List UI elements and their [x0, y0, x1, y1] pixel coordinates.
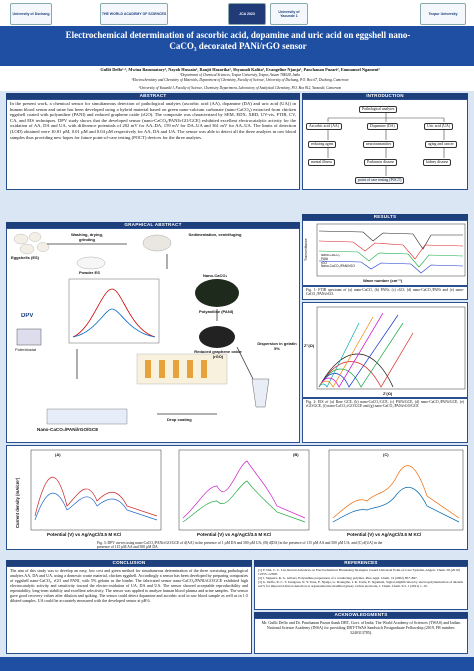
logo-strip: University of Dschang THE WORLD ACADEMY … — [0, 0, 474, 26]
axis-label: Current density (mA/cm²) — [15, 477, 20, 528]
diagram-node: Dopamine (DA) — [367, 123, 398, 130]
logo: University of Yaounde 1 — [270, 3, 308, 25]
label: Eggshells (ES) — [11, 255, 40, 260]
dpv-plots — [30, 449, 464, 531]
figure-2: Z''(Ω) Z'(Ω) — [302, 302, 468, 398]
author-block: Gullit Deffo¹·², Mwina Basumatary², Naya… — [0, 66, 474, 91]
section-heading: INTRODUCTION — [302, 93, 468, 99]
label: Dispersion in gelatin 5% — [257, 341, 297, 351]
diagram-arrows — [327, 112, 445, 176]
section-heading: ABSTRACT — [6, 93, 300, 99]
affiliation: ¹Department of Chemical Sciences, Tezpur… — [179, 73, 301, 77]
legend: Nano-CaCO₃ PANI rGO Nano-CaCO₃/PANI/rGO — [321, 254, 355, 269]
axis-label: Potential (V) vs Ag/AgCl/3.5 M KCl — [47, 532, 122, 537]
label: Nano-CaCO₃ — [203, 273, 228, 278]
logo: University of Dschang — [10, 3, 52, 25]
panel-label: (C) — [383, 452, 389, 457]
figure-1: Transmittance Wave number (cm⁻¹) Nano-Ca… — [302, 220, 468, 286]
label: Powder ES — [79, 270, 100, 275]
figure-caption: Fig. 1: FTIR spectrum of (a) nano-CaCO₃ … — [302, 286, 468, 300]
legend-entry: rGO — [321, 260, 328, 265]
diagram-node: Uric acid (UA) — [424, 123, 453, 130]
figure-3: (A) (B) (C) Current density (mA/cm²) Pot… — [6, 445, 468, 550]
diagram-node: Pathological analytes — [359, 106, 398, 113]
panel-label: (A) — [55, 452, 61, 457]
legend-entry: PANI — [321, 256, 329, 261]
diagram-node: neurotransmitter — [363, 141, 395, 148]
poster-title: Electrochemical determination of ascorbi… — [65, 30, 411, 51]
logo: Tezpur University — [420, 3, 466, 25]
diagram-node: Ascorbic acid (AA) — [306, 123, 342, 130]
label: Potentiostat — [15, 347, 37, 352]
diagram-node: reducing agent — [308, 141, 337, 148]
axis-label: Z'(Ω) — [383, 391, 393, 396]
section-heading: REFERENCES — [254, 560, 468, 566]
label: Drop coating — [167, 417, 192, 422]
diagram-node: aging and cancer — [425, 141, 457, 148]
graphical-abstract-art — [13, 232, 270, 425]
reference: [1] Y. Dai, C. C. Liu, Recent Advances o… — [258, 568, 460, 576]
legend-entry: Nano-CaCO₃/PANI/rGO — [321, 264, 355, 269]
diagram-node: Parkinson disease — [364, 159, 398, 166]
acknowledgements-text: Mr. Gullit Deffo and Dr. Panchanan Puzar… — [254, 618, 468, 654]
section-heading: GRAPHICAL ABSTRACT — [6, 222, 300, 228]
abstract-text: In the present work, a chemical sensor f… — [6, 99, 300, 190]
reference-list: [1] Y. Dai, C. C. Liu, Recent Advances o… — [254, 566, 468, 610]
axis-label: Z''(Ω) — [304, 343, 315, 348]
title-bar: Electrochemical determination of ascorbi… — [0, 26, 474, 66]
label: Washing, drying, grinding — [70, 232, 104, 242]
affiliation: ³University of Yaoundé I, Faculty of Sci… — [138, 86, 342, 90]
logo: THE WORLD ACADEMY OF SCIENCES — [100, 3, 168, 25]
axis-label: Potential (V) vs Ag/AgCl/3.5 M KCl — [347, 532, 422, 537]
affiliation: ²Electrochemistry and Chemistry of Mater… — [131, 78, 349, 82]
legend-entry: Nano-CaCO₃ — [321, 254, 340, 257]
label: Nano-CaCO₃/PANi/rGO/GCE — [37, 427, 99, 432]
label: Sedimentation, centrifuging — [188, 232, 242, 237]
diagram-node: mental illness — [308, 159, 335, 166]
figure-caption: Fig. 2: EIS of (a) Bare GCE, (b) nano-Ca… — [302, 398, 468, 443]
section-heading: RESULTS — [302, 214, 468, 220]
diagram-node: kidney disease — [423, 159, 452, 166]
reference: [2] J. Siqueira, R. G. Gilbert, Polyanil… — [258, 576, 418, 580]
section-heading: CONCLUSION — [6, 560, 252, 566]
intro-diagram: Pathological analytes Ascorbic acid (AA)… — [302, 99, 468, 190]
panel-label: (B) — [293, 452, 299, 457]
axis-label: Potential (V) vs Ag/AgCl/3.5 M KCl — [197, 532, 272, 537]
eis-plot — [316, 306, 466, 390]
figure-caption: Fig. 3: DPV curves using nano-CaCO₃/PANi… — [97, 541, 383, 550]
axis-label: Transmittance — [304, 238, 308, 261]
section-heading: ACKNOWLEDGMENTS — [254, 612, 468, 618]
diagram-node: point of care testing (POCT) — [355, 177, 405, 184]
graphical-abstract: Eggshells (ES) Washing, drying, grinding… — [6, 228, 300, 443]
ftir-plot — [316, 223, 466, 277]
logo: JCA 2023 — [228, 3, 266, 25]
authors: Gullit Deffo¹·², Mwina Basumatary², Naya… — [100, 67, 380, 72]
label: Reduced graphene oxide (rGO) — [194, 349, 242, 359]
axis-label: Wave number (cm⁻¹) — [363, 278, 403, 283]
label: Polyaniline (PANI) — [199, 309, 234, 314]
conclusion-text: The aim of this study was to develop an … — [6, 566, 252, 654]
label: DPV — [21, 313, 34, 319]
reference: [3] G. Deffo, R. C. T. Tenigoua, N. Y. T… — [258, 580, 464, 588]
footer-bar — [0, 657, 474, 671]
